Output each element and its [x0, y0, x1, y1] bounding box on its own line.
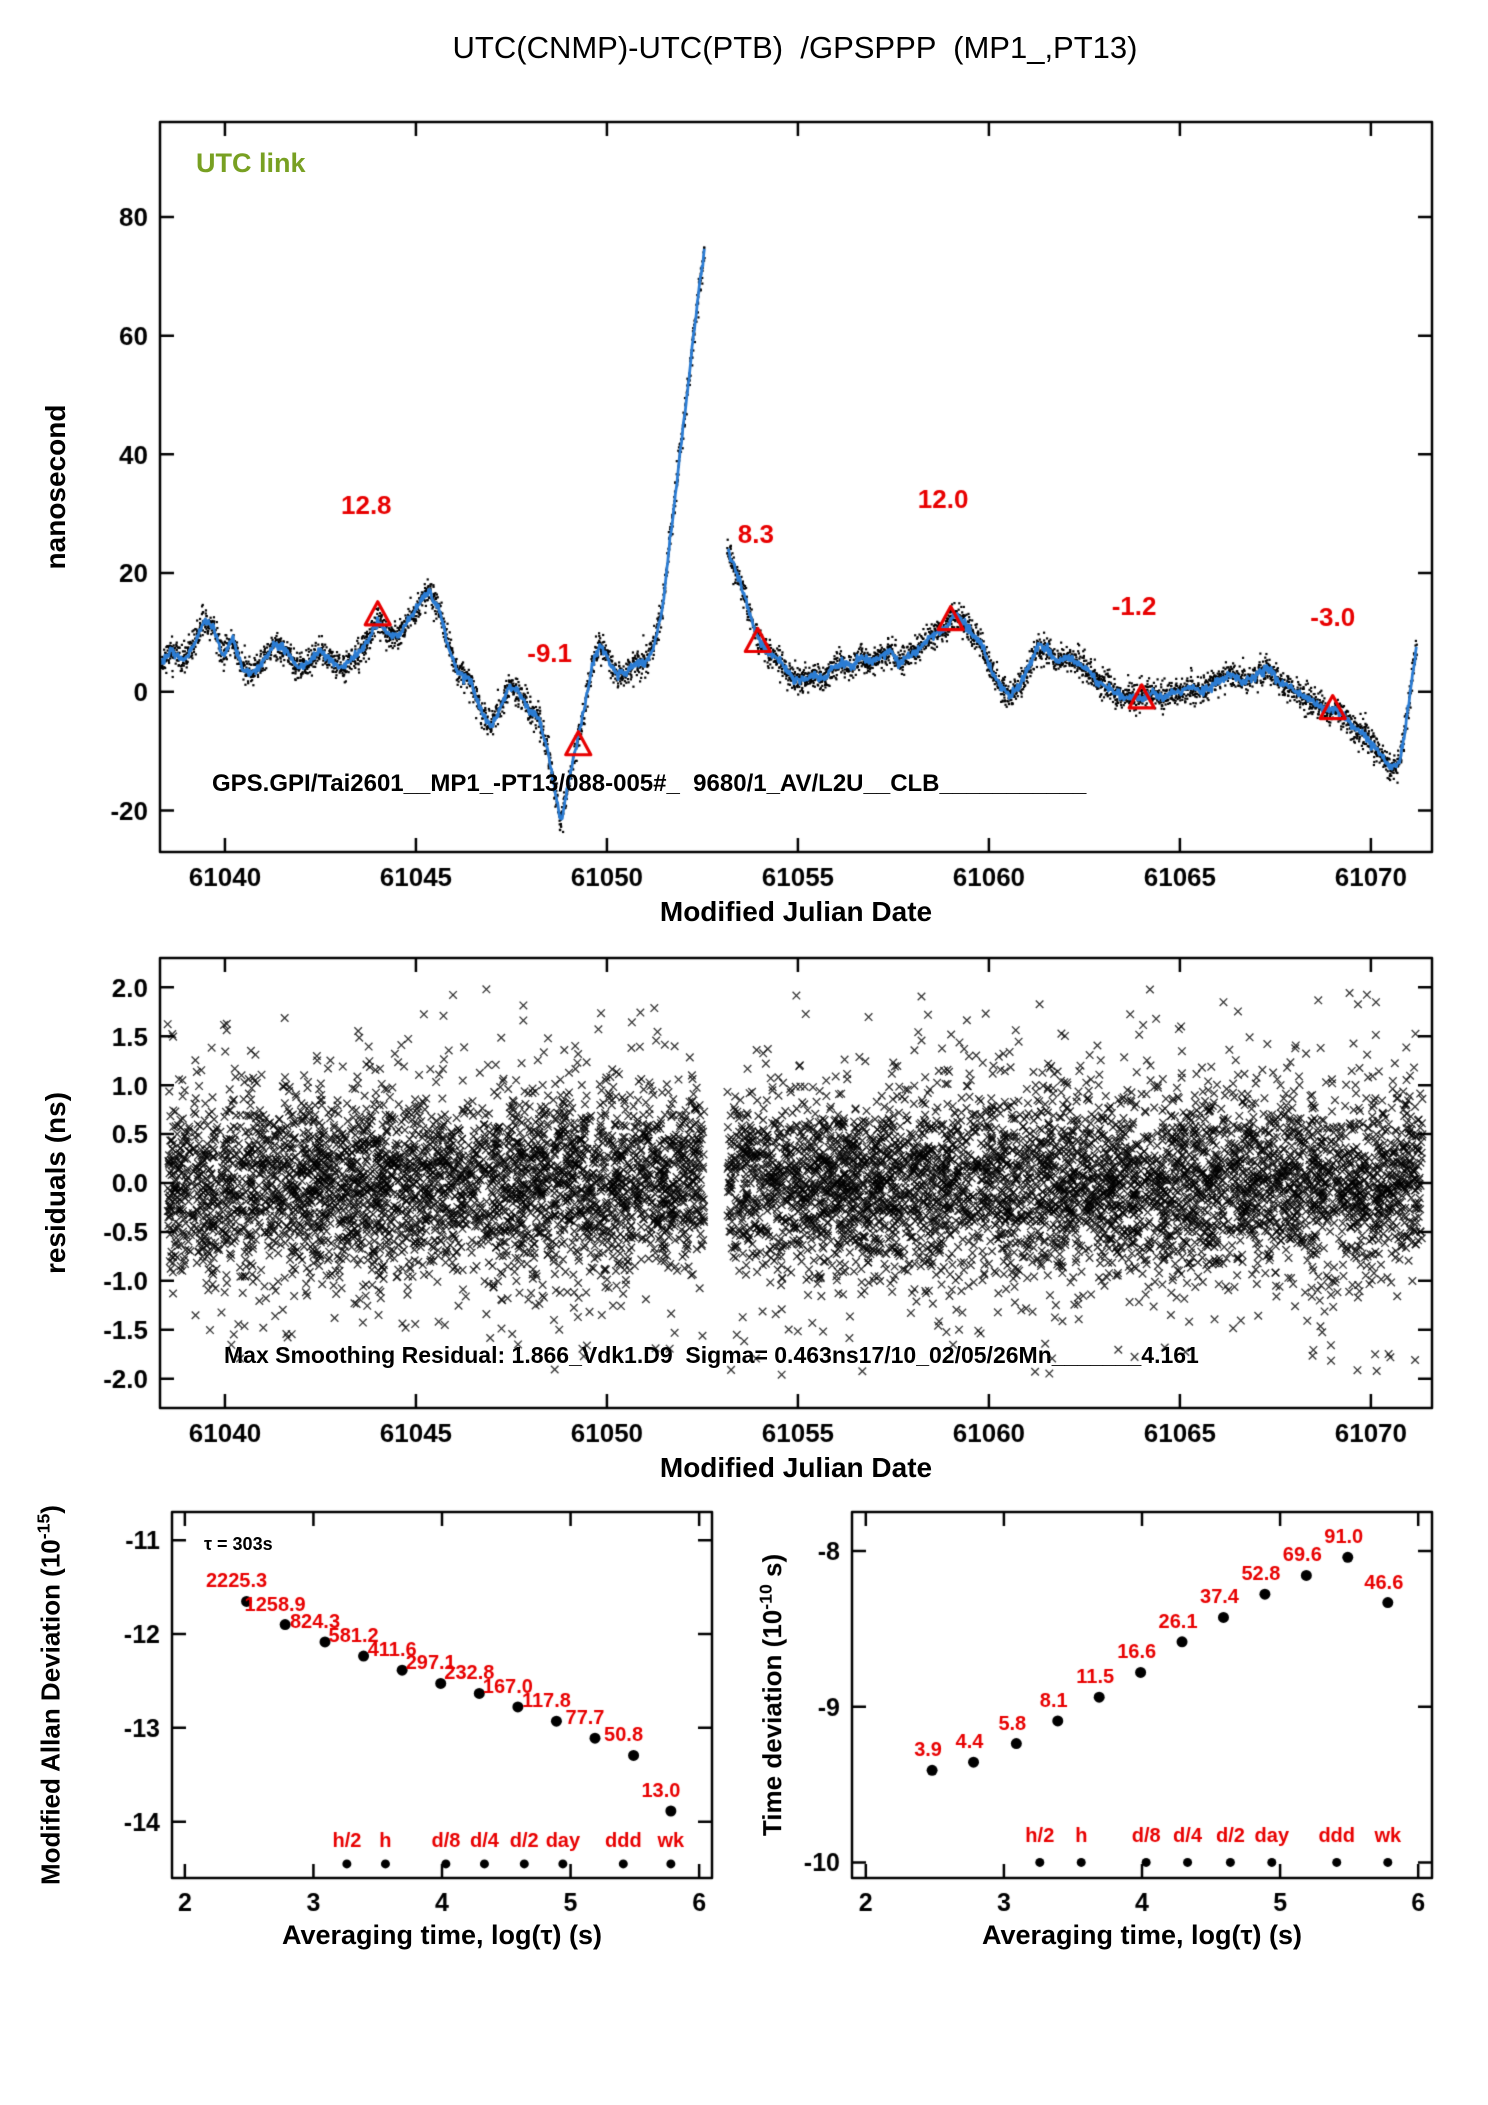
top-yaxis-label: nanosecond	[40, 404, 71, 570]
mdev-yaxis-label: Modified Allan Deviation (10-15)	[33, 1505, 66, 1885]
tau-note: τ = 303s	[204, 1534, 273, 1554]
tdev-xaxis-label: Averaging time, log(τ) (s)	[981, 1920, 1303, 1950]
top-footer-code: GPS.GPI/Tai2601__MP1_-PT13/088-005#_ 968…	[212, 770, 1087, 797]
top-xaxis-label: Modified Julian Date	[659, 896, 933, 927]
page-title: UTC(CNMP)-UTC(PTB) /GPSPPP (MP1_,PT13)	[452, 30, 1138, 65]
residuals-footer-stats: Max Smoothing Residual: 1.866_Vdk1.D9 Si…	[224, 1342, 1199, 1368]
mdev-xaxis-label: Averaging time, log(τ) (s)	[281, 1920, 603, 1950]
tdev-yaxis-label: Time deviation (10-10 s)	[755, 1553, 788, 1837]
mid-yaxis-label: residuals (ns)	[40, 1091, 71, 1275]
mid-xaxis-label: Modified Julian Date	[659, 1452, 933, 1483]
utc-link-label: UTC link	[196, 148, 306, 178]
